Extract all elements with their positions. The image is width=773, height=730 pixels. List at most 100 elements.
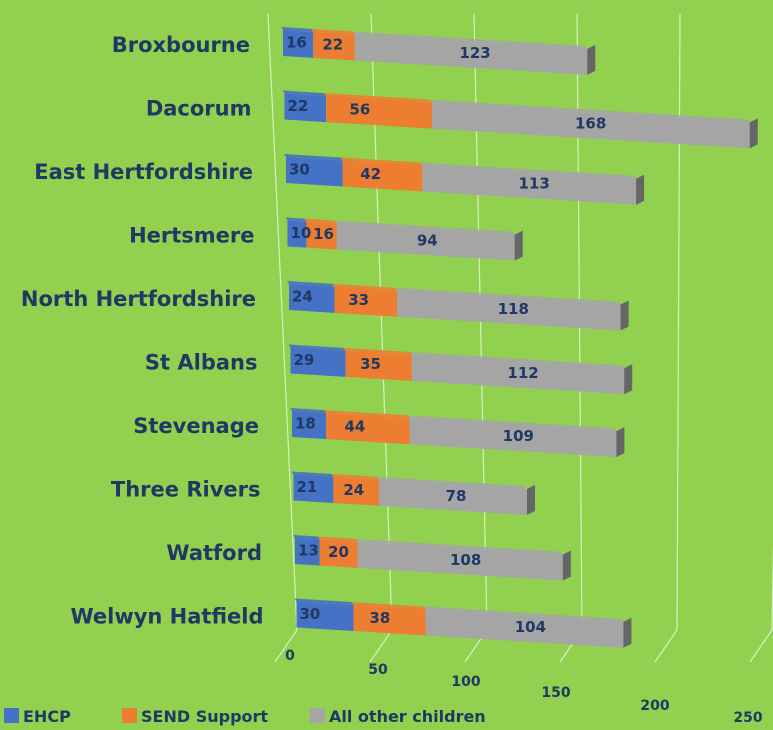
bar-top-ehcp-east-hertfordshire: [284, 154, 343, 161]
bar-all-other-children-north-hertfordshire: [397, 290, 621, 331]
bar-all-other-children-welwyn-hatfield: [425, 609, 624, 648]
bar-top-ehcp-hertsmere: [285, 217, 307, 222]
bar-ehcp-north-hertfordshire: [289, 284, 335, 313]
bar-top-send-support-dacorum: [324, 93, 433, 103]
bar-top-send-support-st-albans: [343, 347, 412, 356]
bar-send-support-welwyn-hatfield: [353, 605, 426, 636]
bar-end-watford: [562, 550, 571, 581]
category-label-hertsmere: Hertsmere: [129, 224, 254, 248]
bar-top-send-support-welwyn-hatfield: [351, 602, 426, 610]
x-tick-50: 50: [368, 662, 388, 678]
legend-swatch-all-other-children: [310, 708, 325, 723]
data-label-all-other-children-watford: 108: [450, 551, 481, 569]
data-label-send-support-hertsmere: 16: [313, 225, 334, 243]
bar-row-watford: 13 20 108: [293, 535, 571, 581]
bar-all-other-children-broxbourne: [354, 34, 588, 75]
bar-row-stevenage: 18 44 109: [290, 408, 625, 458]
bar-end-north-hertfordshire: [620, 300, 629, 331]
bar-top-send-support-north-hertfordshire: [332, 283, 398, 291]
bar-send-support-st-albans: [345, 350, 412, 382]
bar-ehcp-watford: [295, 538, 320, 566]
bar-top-all-other-children-three-rivers: [376, 476, 528, 489]
bar-end-three-rivers: [527, 484, 536, 515]
bar-row-hertsmere: 10 16 94: [285, 217, 523, 261]
bar-all-other-children-hertsmere: [336, 223, 515, 261]
legend-label-ehcp: EHCP: [23, 707, 71, 726]
data-label-all-other-children-broxbourne: 123: [459, 44, 490, 62]
category-label-three-rivers: Three Rivers: [111, 478, 261, 502]
category-label-st-albans: St Albans: [145, 351, 258, 375]
gridline-foot-0: [274, 629, 298, 663]
category-label-dacorum: Dacorum: [146, 97, 252, 121]
data-label-ehcp-three-rivers: 21: [297, 478, 318, 496]
legend-item-all-other-children: All other children: [310, 707, 486, 726]
category-labels: Broxbourne Dacorum East Hertfordshire Herts…: [21, 33, 264, 629]
data-label-all-other-children-hertsmere: 94: [417, 232, 438, 250]
data-label-all-other-children-three-rivers: 78: [446, 487, 467, 505]
bar-ehcp-broxbourne: [283, 30, 314, 58]
data-label-ehcp-north-hertfordshire: 24: [292, 287, 313, 305]
bar-send-support-hertsmere: [306, 221, 337, 250]
bar-top-ehcp-welwyn-hatfield: [294, 598, 354, 606]
bar-ehcp-dacorum: [284, 93, 327, 123]
bar-end-st-albans: [624, 364, 633, 395]
category-label-east-hertfordshire: East Hertfordshire: [34, 160, 253, 184]
bar-row-welwyn-hatfield: 30 38 104: [294, 598, 632, 648]
bar-send-support-east-hertfordshire: [342, 160, 423, 192]
bar-ehcp-hertsmere: [287, 220, 307, 248]
data-label-ehcp-east-hertfordshire: 30: [289, 160, 310, 178]
data-label-send-support-east-hertfordshire: 42: [360, 165, 381, 183]
data-label-send-support-broxbourne: 22: [322, 36, 343, 54]
data-label-all-other-children-dacorum: 168: [575, 115, 606, 133]
bar-ehcp-st-albans: [290, 347, 346, 377]
bar-send-support-north-hertfordshire: [334, 286, 398, 317]
bar-top-send-support-watford: [317, 536, 358, 542]
bar-top-ehcp-broxbourne: [281, 27, 314, 32]
bar-send-support-stevenage: [326, 413, 410, 445]
bar-top-send-support-three-rivers: [331, 473, 379, 480]
category-label-north-hertfordshire: North Hertfordshire: [21, 287, 256, 311]
bar-send-support-three-rivers: [333, 476, 379, 506]
bar-end-welwyn-hatfield: [623, 617, 632, 648]
data-label-ehcp-dacorum: 22: [288, 97, 309, 115]
legend-swatch-ehcp: [4, 708, 19, 723]
bar-row-broxbourne: 16 22 123: [281, 27, 596, 75]
data-label-send-support-st-albans: 35: [360, 355, 381, 373]
legend-item-ehcp: EHCP: [4, 707, 71, 726]
bar-all-other-children-watford: [357, 541, 563, 581]
x-tick-0: 0: [285, 648, 295, 664]
data-label-send-support-north-hertfordshire: 33: [348, 291, 369, 309]
bar-top-send-support-stevenage: [324, 410, 410, 419]
category-label-watford: Watford: [166, 541, 262, 565]
bar-all-other-children-east-hertfordshire: [422, 165, 637, 205]
gridline-foot-200: [654, 629, 678, 663]
data-label-send-support-stevenage: 44: [345, 417, 366, 435]
bar-top-ehcp-stevenage: [290, 408, 327, 414]
legend-label-all-other-children: All other children: [329, 707, 486, 726]
bar-top-all-other-children-watford: [355, 538, 563, 555]
gridline-0: [267, 13, 298, 631]
bar-top-all-other-children-welwyn-hatfield: [423, 606, 624, 622]
data-label-ehcp-watford: 13: [298, 541, 319, 559]
bar-end-east-hertfordshire: [636, 174, 645, 205]
gridline-200: [676, 13, 681, 631]
data-label-ehcp-hertsmere: 10: [291, 224, 312, 242]
data-label-all-other-children-east-hertfordshire: 113: [518, 175, 549, 193]
bar-send-support-watford: [319, 539, 358, 568]
bar-row-east-hertfordshire: 30 42 113: [284, 154, 645, 205]
bar-top-ehcp-st-albans: [288, 344, 346, 351]
data-label-all-other-children-welwyn-hatfield: 104: [515, 618, 546, 636]
gridline-foot-50: [369, 629, 393, 663]
data-label-ehcp-broxbourne: 16: [286, 33, 307, 51]
bar-top-send-support-hertsmere: [304, 218, 337, 224]
x-tick-150: 150: [541, 685, 570, 701]
bar-top-all-other-children-dacorum: [430, 99, 750, 123]
data-label-all-other-children-stevenage: 109: [503, 427, 534, 445]
bar-top-all-other-children-stevenage: [407, 415, 617, 432]
x-tick-200: 200: [640, 698, 669, 714]
bar-top-ehcp-dacorum: [282, 90, 327, 97]
bar-top-all-other-children-hertsmere: [334, 220, 515, 235]
bar-ehcp-east-hertfordshire: [286, 157, 343, 187]
legend: EHCP SEND Support All other children: [4, 707, 486, 726]
